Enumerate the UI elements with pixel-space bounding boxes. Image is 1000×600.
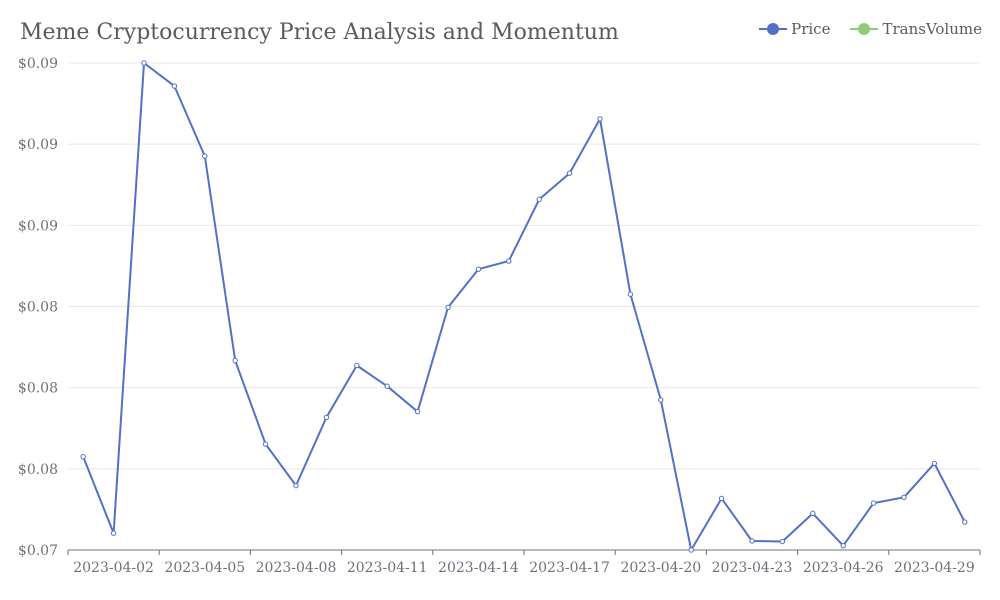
x-tick-label: 2023-04-20	[620, 560, 701, 576]
data-point	[110, 530, 117, 536]
data-point	[414, 408, 421, 415]
legend-item-transvolume[interactable]: TransVolume	[850, 20, 982, 38]
data-point	[597, 116, 603, 122]
data-point	[323, 414, 330, 421]
series-line-price	[82, 62, 966, 551]
data-point	[688, 547, 694, 553]
y-tick-label: $0.09	[18, 56, 58, 72]
data-point	[749, 538, 755, 544]
legend-swatch-transvolume-icon	[850, 23, 879, 35]
data-point	[293, 482, 299, 489]
data-point	[931, 460, 938, 467]
data-point	[506, 258, 512, 264]
legend-label-price: Price	[791, 20, 831, 38]
data-point	[658, 397, 664, 403]
legend-label-transvolume: TransVolume	[882, 20, 982, 38]
y-tick-label: $0.08	[18, 300, 58, 316]
data-point	[810, 510, 816, 517]
data-point	[962, 519, 968, 525]
data-point	[232, 357, 238, 364]
y-tick-label: $0.09	[18, 218, 58, 234]
y-tick-label: $0.09	[18, 137, 58, 153]
data-point	[840, 542, 846, 549]
data-point	[627, 291, 634, 297]
data-point	[718, 495, 725, 502]
y-tick-label: $0.07	[18, 543, 58, 559]
y-tick-label: $0.08	[18, 381, 58, 397]
data-point	[475, 266, 482, 272]
data-point	[354, 362, 360, 369]
data-point	[566, 170, 573, 176]
data-point	[779, 538, 786, 545]
x-tick-label: 2023-04-17	[529, 560, 610, 576]
x-tick-label: 2023-04-29	[894, 560, 975, 576]
x-tick-label: 2023-04-05	[164, 560, 245, 576]
x-tick-label: 2023-04-11	[347, 560, 428, 576]
data-point	[445, 304, 451, 311]
data-point	[262, 441, 269, 447]
legend: Price TransVolume	[759, 20, 982, 38]
legend-swatch-price-icon	[759, 23, 788, 35]
y-tick-label: $0.08	[18, 462, 58, 478]
data-point	[536, 196, 542, 203]
x-tick-label: 2023-04-23	[712, 560, 793, 576]
x-tick-label: 2023-04-08	[256, 560, 337, 576]
data-point	[80, 454, 86, 460]
data-point	[202, 153, 208, 159]
x-tick-label: 2023-04-26	[803, 560, 884, 576]
data-point	[870, 500, 877, 506]
x-tick-label: 2023-04-14	[438, 560, 519, 576]
data-point	[901, 494, 907, 501]
legend-item-price[interactable]: Price	[759, 20, 830, 38]
x-tick-label: 2023-04-02	[73, 560, 154, 576]
data-point	[141, 60, 147, 66]
chart-title: Meme Cryptocurrency Price Analysis and M…	[20, 20, 619, 45]
data-point	[171, 83, 178, 89]
data-point	[384, 383, 390, 389]
